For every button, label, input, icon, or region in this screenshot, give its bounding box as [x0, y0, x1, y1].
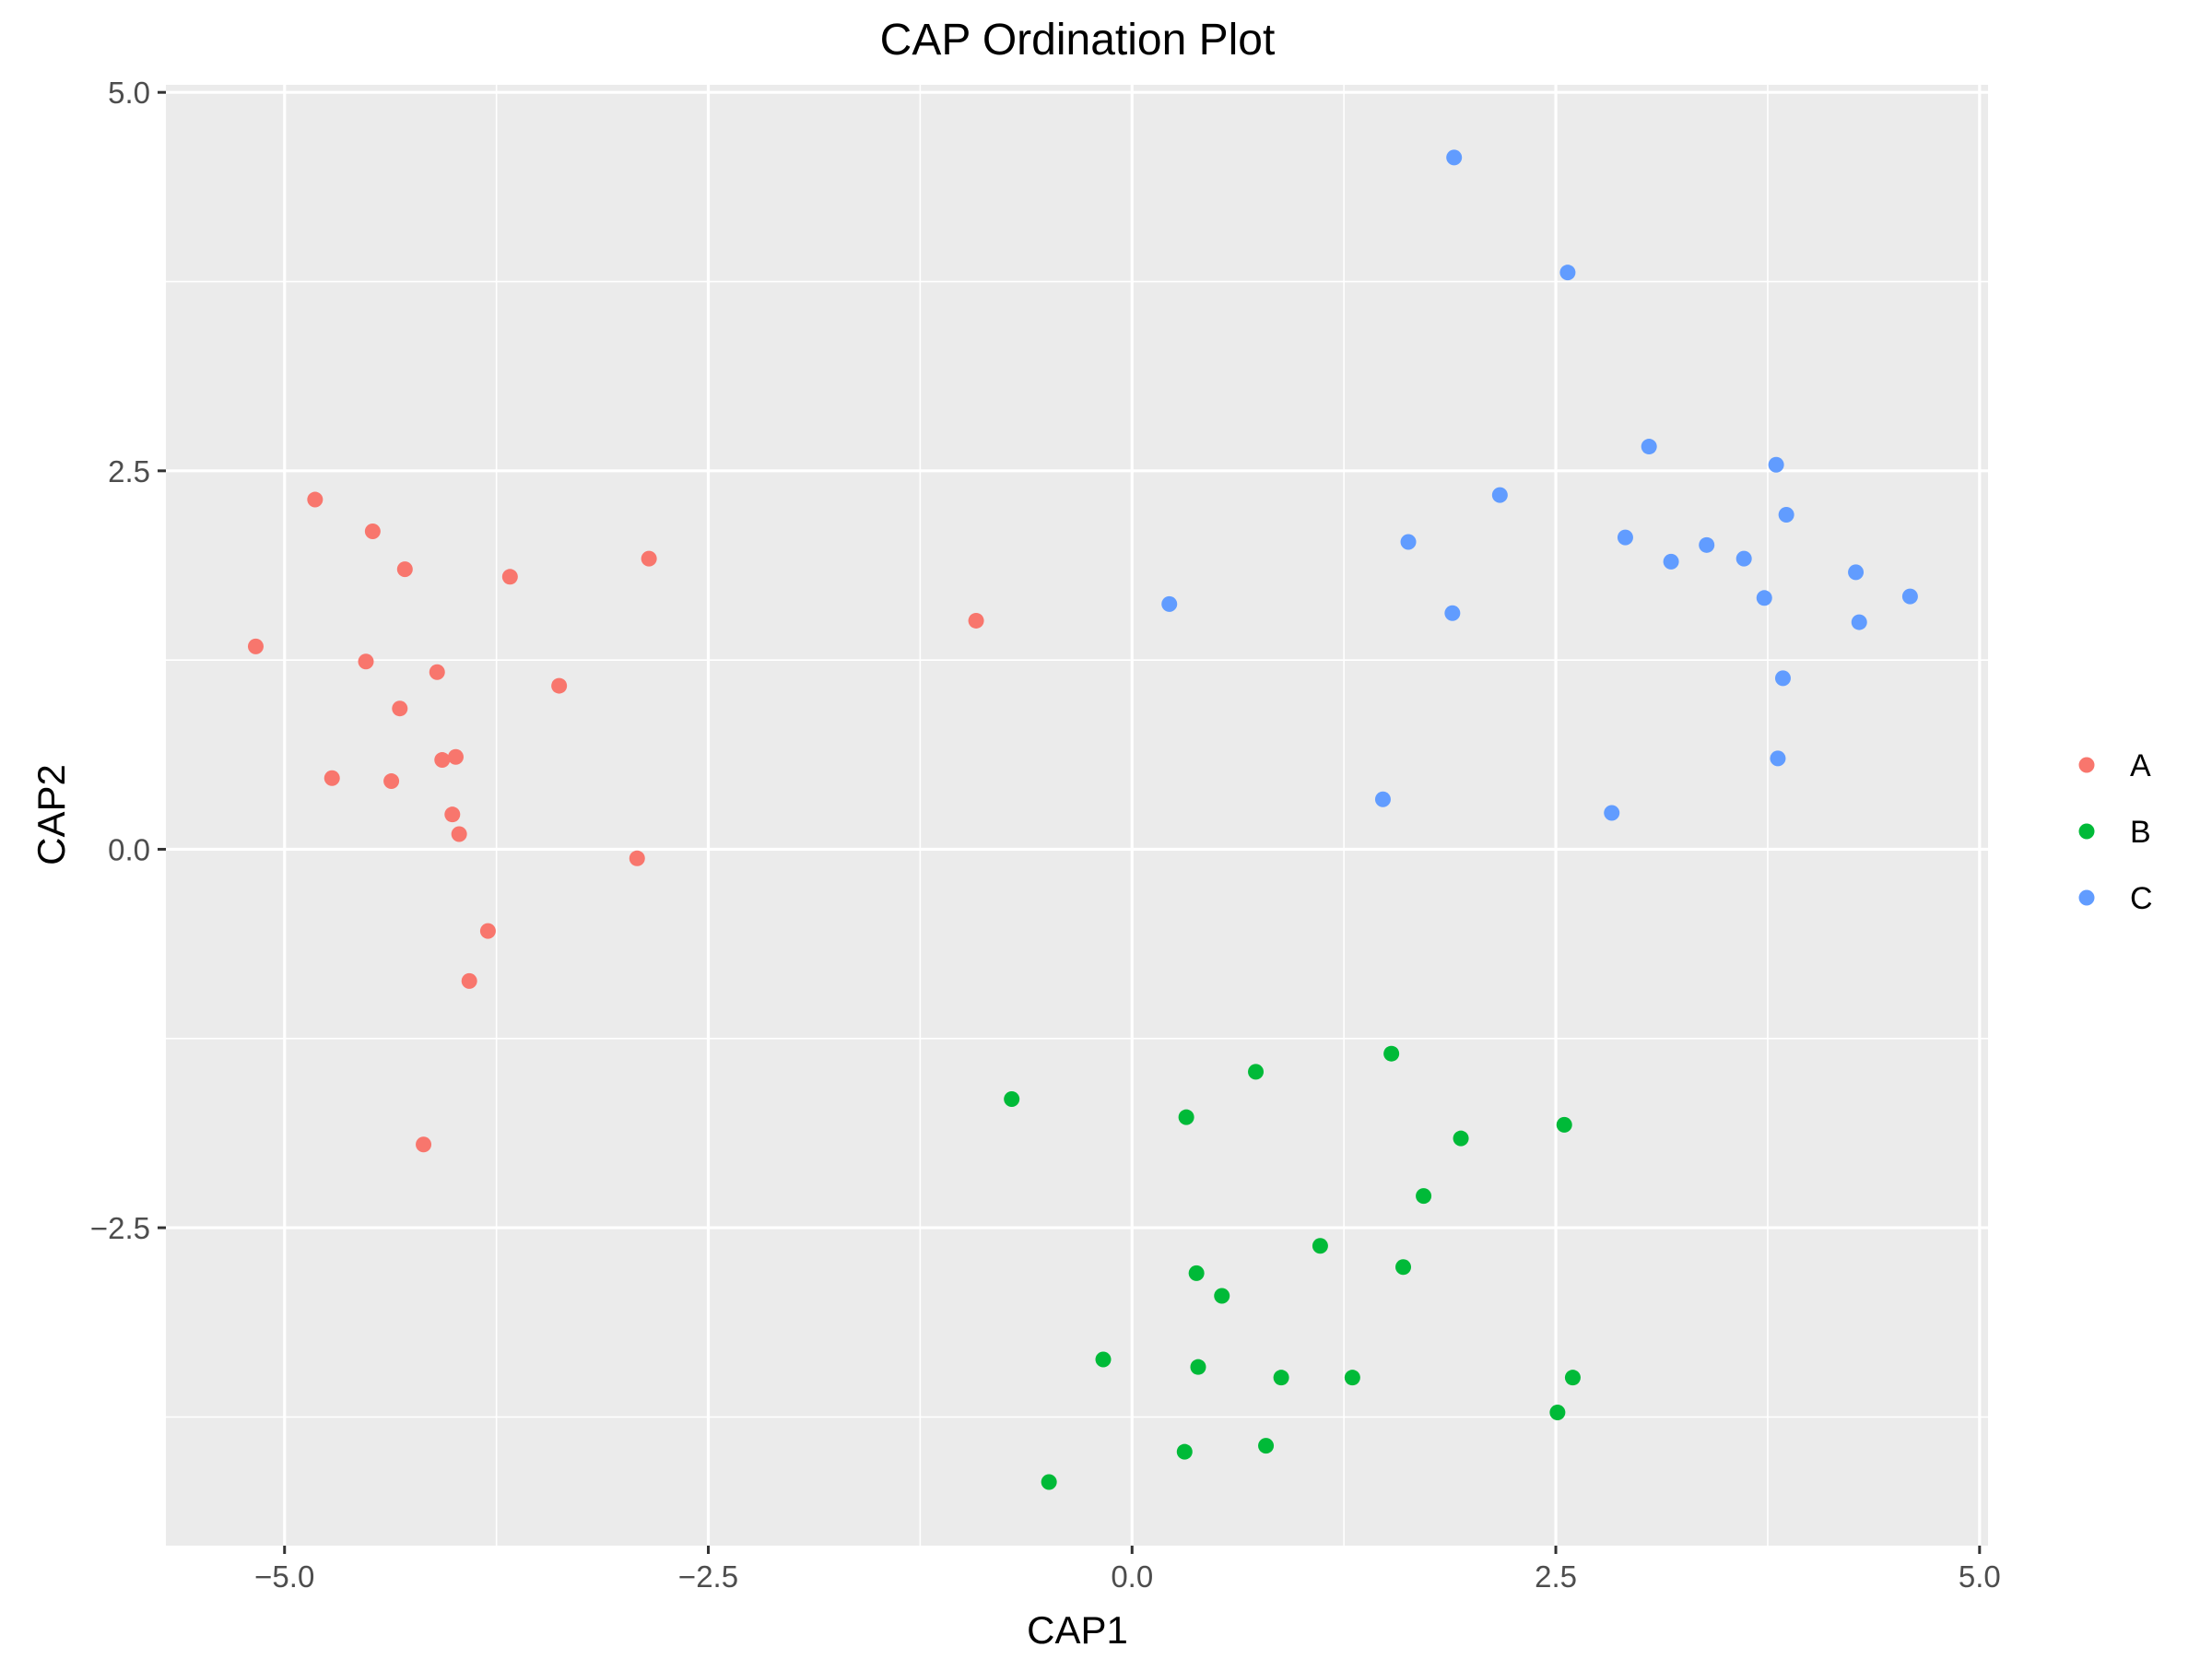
data-point-b: [1453, 1130, 1469, 1147]
data-point-b: [1178, 1109, 1194, 1125]
data-point-a: [461, 972, 477, 989]
data-point-b: [1556, 1116, 1572, 1133]
data-point-b: [1176, 1443, 1193, 1460]
data-point-b: [1190, 1359, 1206, 1375]
data-point-c: [1641, 439, 1657, 455]
data-point-a: [307, 491, 324, 508]
data-point-a: [501, 569, 518, 585]
data-point-b: [1248, 1064, 1265, 1080]
data-point-c: [1756, 590, 1772, 606]
data-point-a: [444, 806, 461, 823]
data-point-c: [1444, 605, 1461, 621]
legend-label-b: B: [2130, 815, 2151, 850]
data-point-a: [629, 850, 645, 866]
data-point-a: [968, 612, 984, 629]
data-point-a: [358, 653, 374, 670]
data-point-c: [1699, 536, 1715, 553]
data-point-c: [1161, 595, 1178, 612]
data-point-b: [1416, 1188, 1432, 1205]
data-point-c: [1901, 588, 1918, 605]
data-point-c: [1663, 553, 1679, 570]
legend-key-a: [2078, 757, 2095, 773]
data-point-c: [1778, 506, 1794, 523]
data-point-c: [1491, 487, 1508, 503]
legend-label-a: A: [2130, 748, 2151, 783]
x-tick-label: 0.0: [1111, 1559, 1153, 1594]
data-point-a: [479, 923, 496, 939]
data-point-a: [641, 550, 657, 567]
data-point-c: [1768, 456, 1784, 473]
data-point-a: [434, 752, 451, 769]
data-point-a: [247, 638, 264, 654]
data-point-b: [1095, 1351, 1112, 1368]
data-point-b: [1188, 1265, 1205, 1281]
data-point-c: [1617, 529, 1633, 546]
data-point-b: [1549, 1404, 1566, 1420]
data-point-b: [1004, 1090, 1020, 1107]
x-axis-title: CAP1: [1027, 1608, 1128, 1652]
y-tick-label: 2.5: [108, 454, 150, 488]
data-point-b: [1258, 1438, 1275, 1454]
legend-label-c: C: [2130, 881, 2153, 916]
x-tick-label: 2.5: [1535, 1559, 1577, 1594]
data-point-c: [1770, 750, 1786, 767]
data-point-b: [1273, 1370, 1289, 1386]
data-point-a: [451, 826, 467, 842]
data-point-b: [1041, 1474, 1057, 1490]
plot-panel: [166, 85, 1988, 1546]
data-points: [247, 149, 1918, 1490]
data-point-c: [1400, 534, 1417, 550]
y-axis-title: CAP2: [29, 764, 73, 865]
data-point-b: [1344, 1370, 1360, 1386]
data-point-b: [1312, 1238, 1328, 1254]
x-tick-label: −5.0: [254, 1559, 314, 1594]
data-point-a: [392, 700, 408, 717]
data-point-c: [1604, 805, 1620, 821]
data-point-b: [1395, 1259, 1412, 1276]
data-point-a: [429, 664, 445, 680]
grid-major-lines: [166, 85, 1988, 1546]
x-tick-label: −2.5: [678, 1559, 738, 1594]
grid-minor-lines: [166, 85, 1988, 1546]
legend-key-c: [2078, 889, 2095, 906]
data-point-a: [324, 770, 340, 786]
data-point-c: [1559, 265, 1576, 281]
legend-key-b: [2078, 823, 2095, 840]
data-point-a: [551, 677, 568, 694]
data-point-c: [1735, 550, 1752, 567]
data-point-a: [364, 524, 381, 540]
data-point-c: [1446, 149, 1463, 166]
data-point-c: [1774, 670, 1791, 687]
data-point-b: [1214, 1288, 1230, 1304]
data-point-c: [1374, 791, 1391, 807]
y-axis-ticks: −2.5 0.0 2.5 5.0: [90, 76, 166, 1245]
x-tick-label: 5.0: [1959, 1559, 2001, 1594]
y-tick-label: 0.0: [108, 832, 150, 866]
data-point-b: [1383, 1045, 1400, 1062]
data-point-a: [383, 773, 400, 790]
y-tick-label: −2.5: [90, 1211, 150, 1245]
y-tick-label: 5.0: [108, 76, 150, 110]
data-point-a: [416, 1136, 432, 1153]
legend: ABC: [2078, 748, 2153, 916]
data-point-b: [1564, 1370, 1581, 1386]
chart-title: CAP Ordination Plot: [880, 16, 1276, 65]
x-axis-ticks: −5.0 −2.5 0.0 2.5 5.0: [254, 1546, 2001, 1594]
data-point-c: [1851, 614, 1867, 630]
data-point-c: [1848, 564, 1865, 581]
data-point-a: [447, 748, 464, 765]
data-point-a: [396, 561, 413, 578]
